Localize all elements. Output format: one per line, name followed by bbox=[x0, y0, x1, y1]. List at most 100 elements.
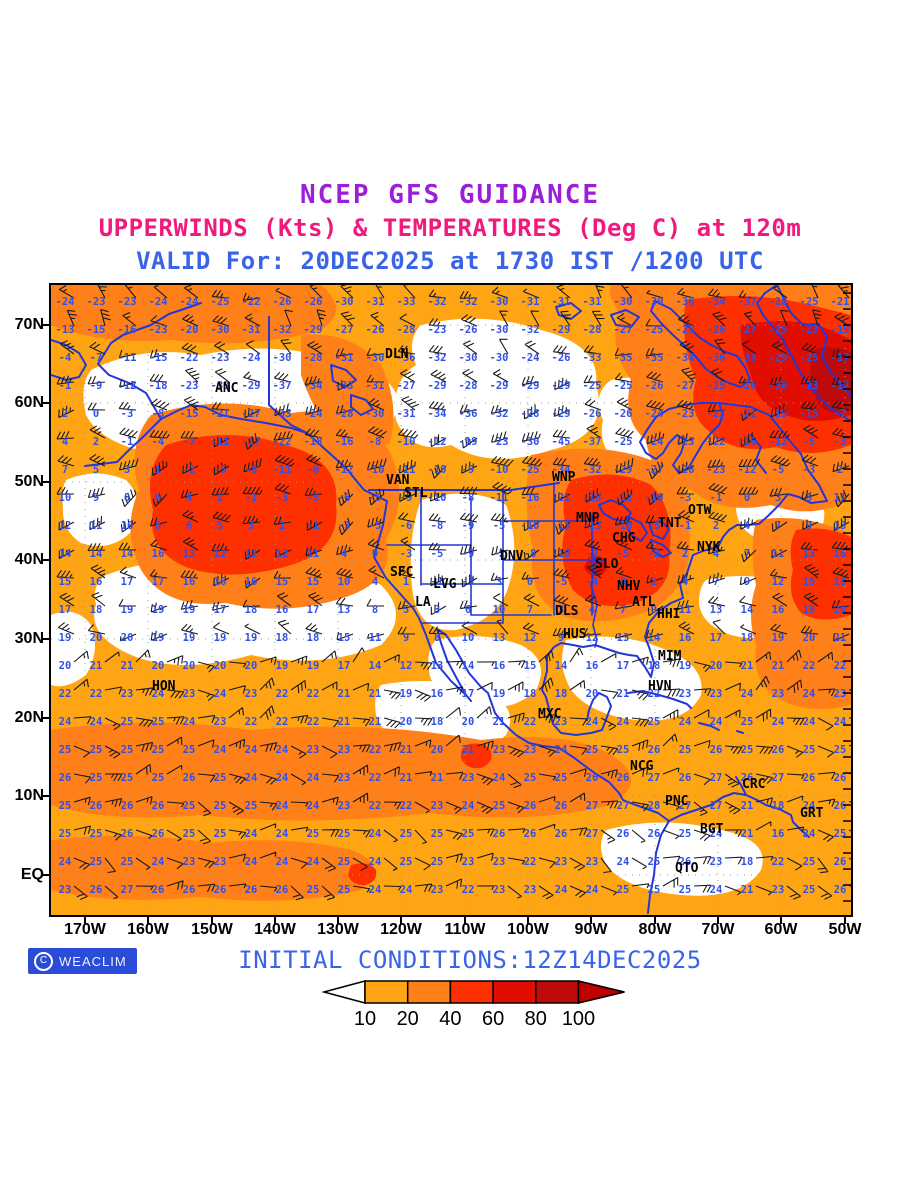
temp-value: 26 bbox=[121, 800, 134, 812]
coastline-gulf-yucatan bbox=[541, 670, 612, 736]
temp-value: 24 bbox=[679, 716, 692, 728]
temp-value: 5 bbox=[403, 604, 409, 616]
temp-value: 5 bbox=[806, 492, 812, 504]
temp-value: 21 bbox=[741, 828, 754, 840]
temp-value: -7 bbox=[90, 352, 103, 364]
temp-value: 17 bbox=[152, 576, 165, 588]
temp-value: -31 bbox=[242, 324, 261, 336]
temp-value: 25 bbox=[679, 744, 692, 756]
city-label-OTW: OTW bbox=[688, 503, 712, 518]
temp-value: -5 bbox=[369, 520, 382, 532]
temp-value: 23 bbox=[679, 688, 692, 700]
temp-value: -23 bbox=[118, 296, 137, 308]
temp-value: 24 bbox=[586, 716, 599, 728]
temp-value: 17 bbox=[462, 688, 475, 700]
temp-value: -25 bbox=[769, 324, 788, 336]
temp-value: 24 bbox=[586, 884, 599, 896]
temp-value: 26 bbox=[524, 800, 537, 812]
city-label-TNT: TNT bbox=[658, 516, 682, 531]
temp-value: -32 bbox=[428, 296, 447, 308]
lat-tick bbox=[42, 717, 49, 719]
temp-value: 26 bbox=[555, 800, 568, 812]
temp-value: 25 bbox=[803, 856, 816, 868]
temp-value: -23 bbox=[800, 324, 819, 336]
temp-value: -9 bbox=[400, 492, 413, 504]
temp-value: 25 bbox=[121, 856, 134, 868]
temp-value: 18 bbox=[90, 604, 103, 616]
temp-value: 7 bbox=[620, 604, 626, 616]
wind-region bbox=[348, 863, 377, 886]
temp-value: -32 bbox=[583, 464, 602, 476]
temp-value: 14 bbox=[369, 660, 382, 672]
temp-value: -29 bbox=[552, 408, 571, 420]
legend-segment bbox=[492, 980, 537, 1004]
temp-value: -5 bbox=[214, 464, 227, 476]
lat-tick bbox=[42, 324, 49, 326]
city-label-BGT: BGT bbox=[700, 822, 724, 837]
temp-value: 4 bbox=[186, 492, 192, 504]
temp-value: 2 bbox=[682, 548, 688, 560]
temp-value: 24 bbox=[555, 884, 568, 896]
temp-value: 24 bbox=[276, 856, 289, 868]
legend-value-label: 20 bbox=[397, 1008, 419, 1030]
city-label-GRT: GRT bbox=[800, 806, 824, 821]
temp-value: -27 bbox=[738, 324, 757, 336]
temp-value: -12 bbox=[831, 380, 850, 392]
temp-value: 20 bbox=[214, 660, 227, 672]
initial-conditions-line: INITIAL CONDITIONS:12Z14DEC2025 bbox=[238, 946, 702, 974]
temp-value: -31 bbox=[366, 380, 385, 392]
temp-value: 25 bbox=[183, 828, 196, 840]
legend-left-arrow bbox=[321, 980, 366, 1004]
legend-colorbar-svg: 10 20 40 60 80 100 bbox=[321, 980, 625, 1030]
temp-value: 18 bbox=[276, 632, 289, 644]
temp-value: -23 bbox=[87, 296, 106, 308]
temp-value: -26 bbox=[645, 380, 664, 392]
temp-value: -24 bbox=[56, 296, 75, 308]
temp-value: -3 bbox=[400, 548, 413, 560]
temp-value: -28 bbox=[769, 296, 788, 308]
temp-value: -10 bbox=[397, 436, 416, 448]
temp-value: 24 bbox=[617, 716, 630, 728]
legend-segment bbox=[535, 980, 580, 1004]
temp-value: 23 bbox=[121, 688, 134, 700]
temp-value: 24 bbox=[710, 716, 723, 728]
temp-value: 23 bbox=[524, 744, 537, 756]
temp-value: -29 bbox=[490, 380, 509, 392]
temp-value: 23 bbox=[431, 884, 444, 896]
legend-segment bbox=[449, 980, 494, 1004]
temp-value: 21 bbox=[338, 688, 351, 700]
temp-value: 24 bbox=[772, 716, 785, 728]
temp-value: 24 bbox=[307, 800, 320, 812]
temp-value: 27 bbox=[586, 828, 599, 840]
temp-value: -25 bbox=[676, 324, 695, 336]
temp-value: 17 bbox=[338, 660, 351, 672]
temp-value: 9 bbox=[558, 632, 564, 644]
temp-value: 11 bbox=[772, 548, 785, 560]
temp-value: -9 bbox=[90, 380, 103, 392]
temp-value: 25 bbox=[555, 772, 568, 784]
temp-value: -27 bbox=[242, 408, 261, 420]
temp-value: 25 bbox=[493, 800, 506, 812]
temp-value: -22 bbox=[707, 436, 726, 448]
temp-value: -32 bbox=[521, 324, 540, 336]
hudson-bay bbox=[639, 402, 724, 474]
temp-value: 1 bbox=[155, 464, 161, 476]
temp-value: 25 bbox=[648, 856, 661, 868]
temp-value: 25 bbox=[59, 800, 72, 812]
temp-value: 26 bbox=[617, 772, 630, 784]
temp-value: -24 bbox=[149, 296, 168, 308]
temp-value: 26 bbox=[710, 744, 723, 756]
temp-value: 21 bbox=[772, 660, 785, 672]
temp-value: 13 bbox=[803, 548, 816, 560]
alaska-yukon-border bbox=[268, 316, 308, 434]
temp-value: 24 bbox=[493, 772, 506, 784]
temp-value: -33 bbox=[273, 408, 292, 420]
wind-region bbox=[460, 743, 492, 769]
temp-value: 24 bbox=[245, 856, 258, 868]
temp-value: 15 bbox=[59, 576, 72, 588]
city-label-WNP: WNP bbox=[552, 470, 576, 485]
temp-value: 25 bbox=[741, 716, 754, 728]
temp-value: -25 bbox=[614, 436, 633, 448]
